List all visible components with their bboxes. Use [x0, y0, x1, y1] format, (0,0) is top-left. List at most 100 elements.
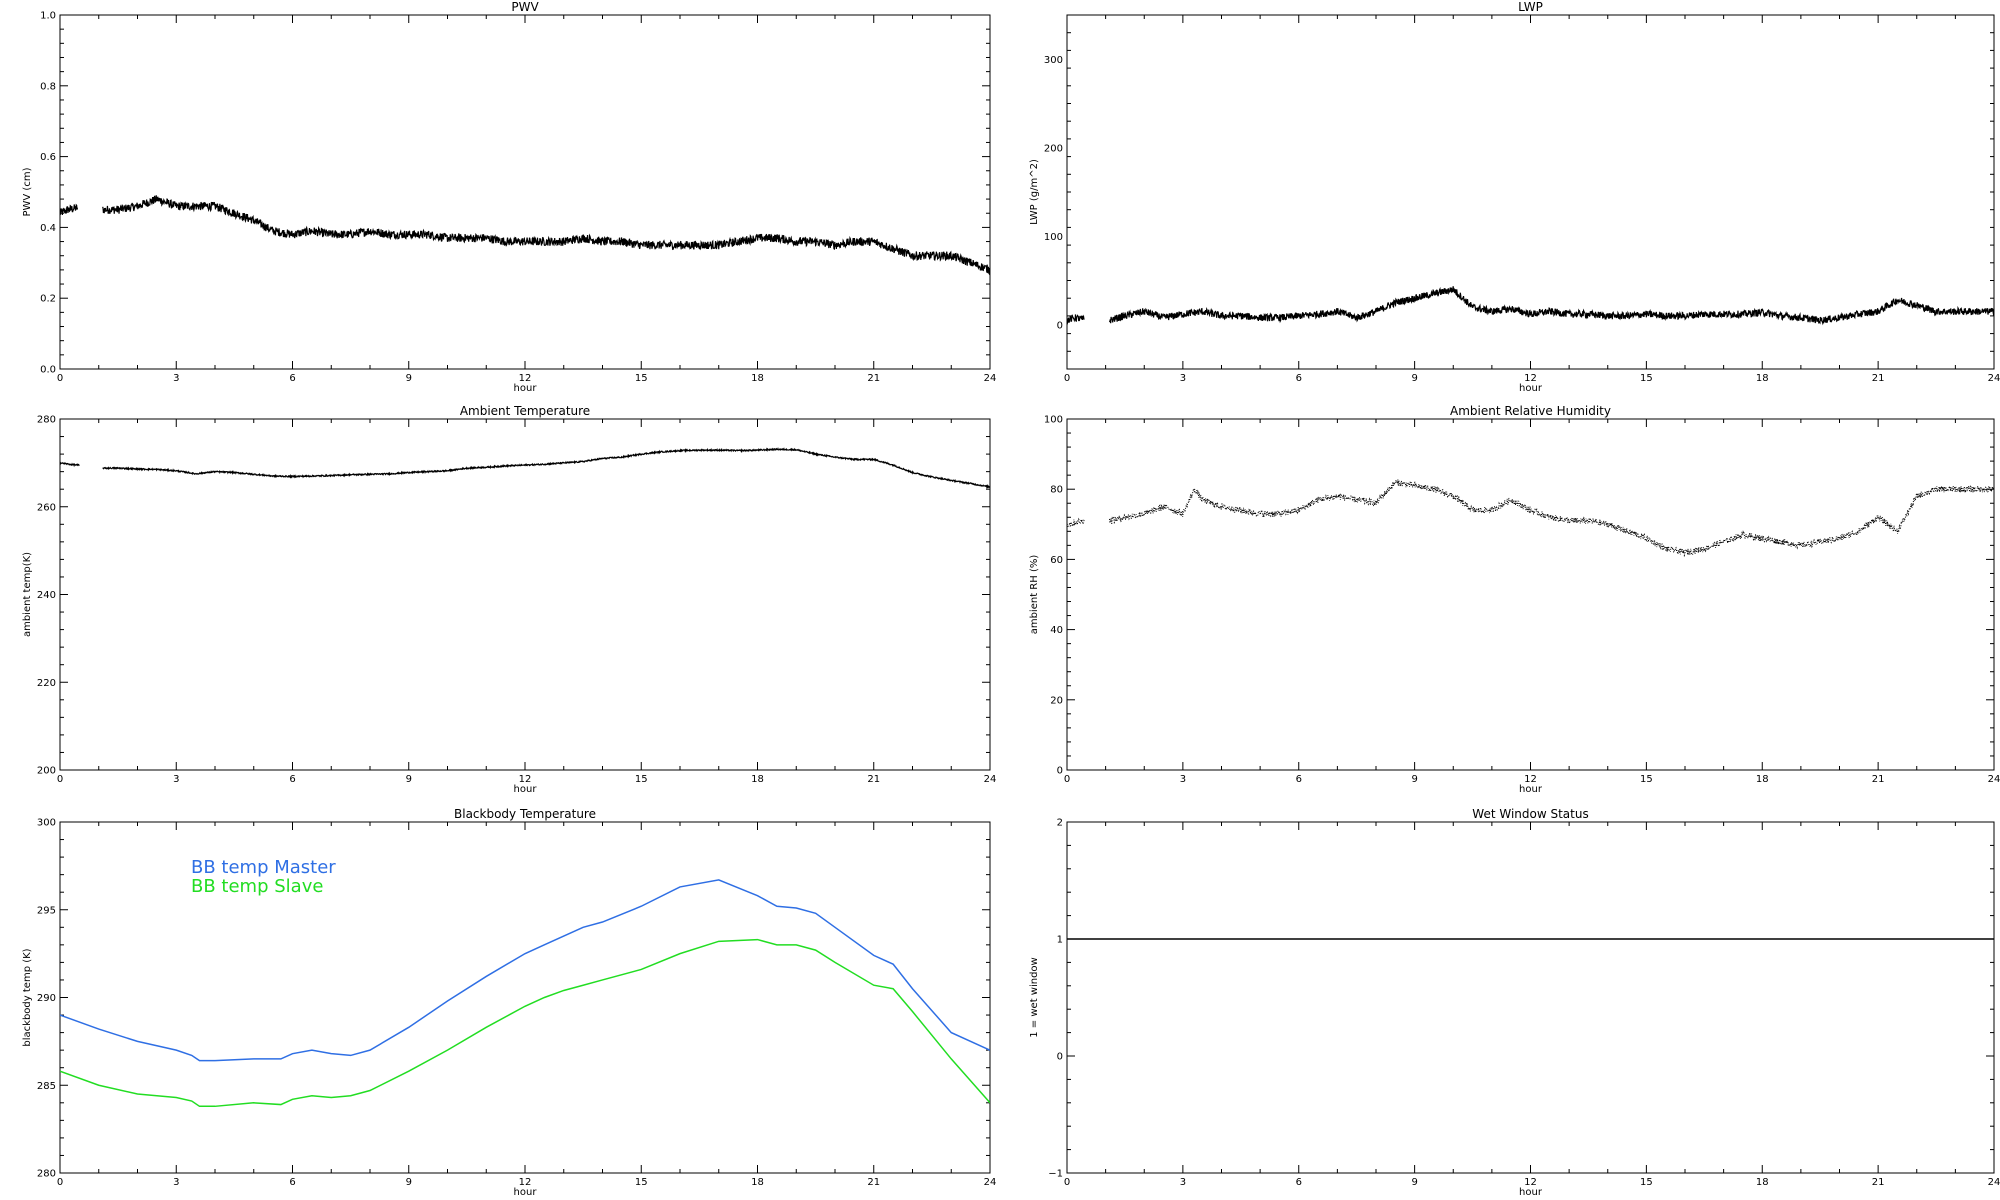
x-tick-label: 9 [1411, 774, 1417, 785]
plot-frame [1066, 821, 1995, 1174]
plot-area [60, 195, 990, 276]
legend-entry: BB temp Slave [191, 876, 323, 897]
x-tick-label: 6 [1296, 774, 1302, 785]
series-trace [102, 447, 990, 489]
y-tick-label: 0 [1057, 320, 1063, 331]
chart-title: PWV [511, 0, 539, 14]
chart-lwp: LWP 0 3 6 9 12 15 18 21 24 hour 0 100 200 300 LWP (g/m^… [1029, 0, 2000, 394]
y-tick-label: 285 [37, 1081, 56, 1092]
x-tick-label: 18 [1756, 1177, 1769, 1188]
series-trace [60, 461, 80, 468]
plot-area [1067, 479, 1994, 558]
x-tick-label: 0 [1064, 774, 1070, 785]
y-tick-label: 1.0 [40, 11, 56, 22]
x-tick-label: 18 [751, 774, 764, 785]
y-tick-label: 100 [1044, 232, 1063, 243]
plot-area [1067, 286, 1994, 326]
series-trace [102, 195, 990, 276]
x-tick-label: 12 [519, 1177, 532, 1188]
x-tick-label: 3 [173, 774, 179, 785]
y-tick-label: 200 [1044, 143, 1063, 154]
y-tick-label: 2 [1057, 818, 1063, 829]
y-tick-label: 220 [37, 678, 56, 689]
x-tick-label: 18 [1756, 774, 1769, 785]
y-tick-label: 300 [37, 818, 56, 829]
x-tick-label: 3 [1180, 373, 1186, 384]
x-tick-label: 9 [1411, 1177, 1417, 1188]
x-tick-label: 3 [173, 1177, 179, 1188]
x-tick-label: 12 [519, 373, 532, 384]
y-tick-label: 280 [37, 1169, 56, 1180]
x-axis-label: hour [514, 383, 538, 394]
x-tick-label: 18 [1756, 373, 1769, 384]
y-tick-label: 60 [1050, 555, 1063, 566]
x-axis-label: hour [1519, 784, 1543, 795]
chart-title: Ambient Relative Humidity [1450, 404, 1611, 418]
y-axis-label: ambient temp(K) [22, 552, 33, 637]
y-tick-label: 0.2 [40, 294, 56, 305]
x-tick-label: 15 [635, 1177, 648, 1188]
x-axis-label: hour [514, 784, 538, 795]
y-tick-label: 0 [1057, 766, 1063, 777]
series-trace [1067, 517, 1085, 528]
x-tick-label: 24 [1988, 774, 2000, 785]
x-tick-label: 12 [1524, 1177, 1537, 1188]
x-tick-label: 15 [1640, 774, 1653, 785]
y-tick-label: 300 [1044, 55, 1063, 66]
x-tick-label: 9 [406, 1177, 412, 1188]
y-tick-label: 280 [37, 415, 56, 426]
x-tick-label: 0 [1064, 373, 1070, 384]
x-tick-label: 15 [635, 774, 648, 785]
x-tick-label: 24 [984, 774, 997, 785]
x-tick-label: 15 [1640, 1177, 1653, 1188]
x-axis-label: hour [514, 1187, 538, 1198]
series-trace [60, 203, 79, 215]
x-tick-label: 6 [1296, 373, 1302, 384]
x-tick-label: 3 [1180, 774, 1186, 785]
y-tick-label: 0.0 [40, 365, 56, 376]
x-axis-label: hour [1519, 1187, 1543, 1198]
x-tick-label: 0 [1064, 1177, 1070, 1188]
x-tick-label: 24 [984, 373, 997, 384]
x-tick-label: 21 [1872, 774, 1885, 785]
series-line [60, 938, 990, 1108]
x-tick-label: 24 [1988, 373, 2000, 384]
y-tick-label: 0.8 [40, 81, 56, 92]
x-tick-label: 24 [1988, 1177, 2000, 1188]
x-tick-label: 21 [1872, 373, 1885, 384]
chart-ambient-temp: Ambient Temperature 0 3 6 9 12 15 18 21 24 hour 200… [22, 404, 996, 795]
y-tick-label: 80 [1050, 485, 1063, 496]
y-axis-label: blackbody temp (K) [22, 948, 33, 1046]
y-tick-label: 290 [37, 993, 56, 1004]
chart-title: Wet Window Status [1472, 807, 1588, 821]
x-tick-label: 6 [289, 774, 295, 785]
y-tick-label: 0 [1057, 1052, 1063, 1063]
plot-area [60, 447, 990, 489]
x-tick-label: 9 [1411, 373, 1417, 384]
x-tick-label: 9 [406, 373, 412, 384]
chart-ambient-rh: Ambient Relative Humidity 0 3 6 9 12 15 18 21 24 h… [1029, 404, 2000, 795]
y-axis-label: PWV (cm) [22, 167, 33, 216]
x-tick-label: 0 [57, 373, 63, 384]
x-tick-label: 21 [1872, 1177, 1885, 1188]
y-tick-label: 260 [37, 502, 56, 513]
chart-title: Blackbody Temperature [454, 807, 596, 821]
x-tick-label: 12 [1524, 774, 1537, 785]
series-trace [1067, 314, 1085, 325]
y-axis-label: ambient RH (%) [1029, 555, 1040, 635]
series-trace [1108, 286, 1994, 326]
y-tick-label: 1 [1057, 935, 1063, 946]
chart-bb-temp: Blackbody Temperature 0 3 6 9 12 15 18 21 24 hour 2… [22, 807, 996, 1198]
y-tick-label: 0.4 [40, 223, 56, 234]
x-tick-label: 15 [635, 373, 648, 384]
x-tick-label: 18 [751, 1177, 764, 1188]
y-tick-label: 200 [37, 766, 56, 777]
plot-frame [1066, 418, 1995, 771]
series-trace [1108, 479, 1994, 558]
plot-frame [59, 14, 991, 370]
x-tick-label: 6 [1296, 1177, 1302, 1188]
y-tick-label: 20 [1050, 695, 1063, 706]
x-tick-label: 18 [751, 373, 764, 384]
